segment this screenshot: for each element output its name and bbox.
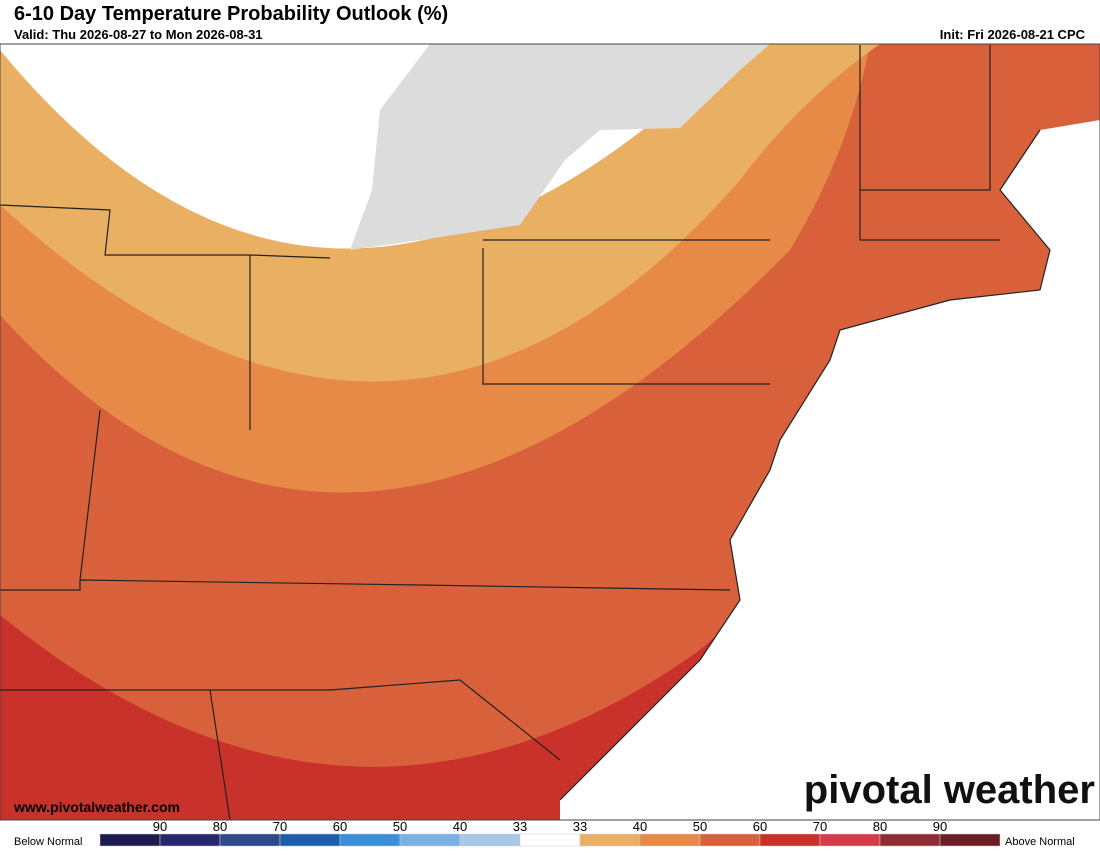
legend-tick-label: 90 bbox=[153, 819, 167, 834]
legend-swatch bbox=[279, 833, 341, 847]
legend-tick-label: 50 bbox=[393, 819, 407, 834]
logo: pivotal weather bbox=[804, 768, 1095, 812]
legend-swatch bbox=[339, 833, 401, 847]
legend-tick-label: 90 bbox=[933, 819, 947, 834]
legend-swatch bbox=[579, 833, 641, 847]
legend-swatch bbox=[219, 833, 281, 847]
ocean bbox=[560, 120, 1100, 820]
legend-tick-label: 60 bbox=[753, 819, 767, 834]
legend-swatch bbox=[699, 833, 761, 847]
legend-tick-label: 70 bbox=[273, 819, 287, 834]
legend-tick-label: 80 bbox=[213, 819, 227, 834]
lake bbox=[350, 44, 770, 250]
map-frame bbox=[0, 43, 1100, 821]
legend-swatch bbox=[819, 833, 881, 847]
legend-tick-label: 80 bbox=[873, 819, 887, 834]
coastline bbox=[559, 129, 1051, 801]
valid-time: Valid: Thu 2026-08-27 to Mon 2026-08-31 bbox=[14, 27, 263, 42]
legend-tick-label: 50 bbox=[693, 819, 707, 834]
legend-tick-label: 60 bbox=[333, 819, 347, 834]
legend-tick-label: 33 bbox=[513, 819, 527, 834]
legend-swatch bbox=[939, 833, 1001, 847]
legend-swatch bbox=[99, 833, 161, 847]
legend-swatch bbox=[519, 833, 581, 847]
legend-swatch bbox=[459, 833, 521, 847]
legend-swatch bbox=[399, 833, 461, 847]
legend-swatch bbox=[759, 833, 821, 847]
legend-high-label: Above Normal bbox=[1005, 836, 1075, 848]
legend-tick-label: 40 bbox=[633, 819, 647, 834]
legend-swatch bbox=[159, 833, 221, 847]
title: 6-10 Day Temperature Probability Outlook… bbox=[14, 3, 448, 25]
legend-tick-label: 33 bbox=[573, 819, 587, 834]
legend-low-label: Below Normal bbox=[14, 836, 82, 848]
state-border bbox=[0, 45, 1000, 820]
legend-swatch bbox=[879, 833, 941, 847]
website: www.pivotalweather.com bbox=[13, 799, 180, 815]
legend-tick-label: 40 bbox=[453, 819, 467, 834]
legend-tick-label: 70 bbox=[813, 819, 827, 834]
map bbox=[0, 44, 1100, 820]
init-time: Init: Fri 2026-08-21 CPC bbox=[940, 27, 1086, 42]
legend: 90 80 70 60 50 40 33 33 40 50 60 70 80 90 bbox=[99, 819, 1001, 847]
legend-swatch bbox=[639, 833, 701, 847]
